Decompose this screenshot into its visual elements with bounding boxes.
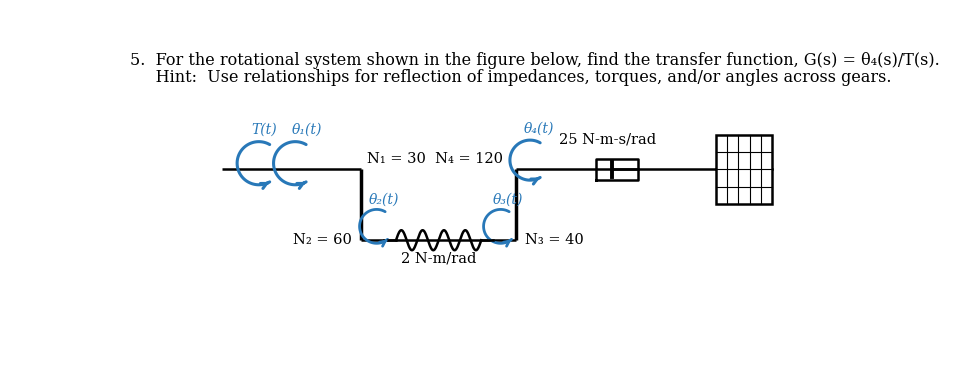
Text: 5.  For the rotational system shown in the figure below, find the transfer funct: 5. For the rotational system shown in th… [131,52,940,69]
Text: N₂ = 60: N₂ = 60 [293,233,352,247]
Text: θ₃(t): θ₃(t) [493,192,523,206]
Text: θ₂(t): θ₂(t) [368,192,399,206]
Bar [717,135,772,204]
Text: N₃ = 40: N₃ = 40 [525,233,584,247]
Text: N₁ = 30  N₄ = 120: N₁ = 30 N₄ = 120 [367,151,504,166]
Text: θ₄(t): θ₄(t) [524,122,554,135]
Text: 25 N-m-s/rad: 25 N-m-s/rad [559,132,656,146]
Text: T(t): T(t) [251,123,277,137]
Text: 2 N-m/rad: 2 N-m/rad [401,252,477,266]
Text: Hint:  Use relationships for reflection of impedances, torques, and/or angles ac: Hint: Use relationships for reflection o… [131,69,892,86]
Text: θ₁(t): θ₁(t) [292,123,323,137]
